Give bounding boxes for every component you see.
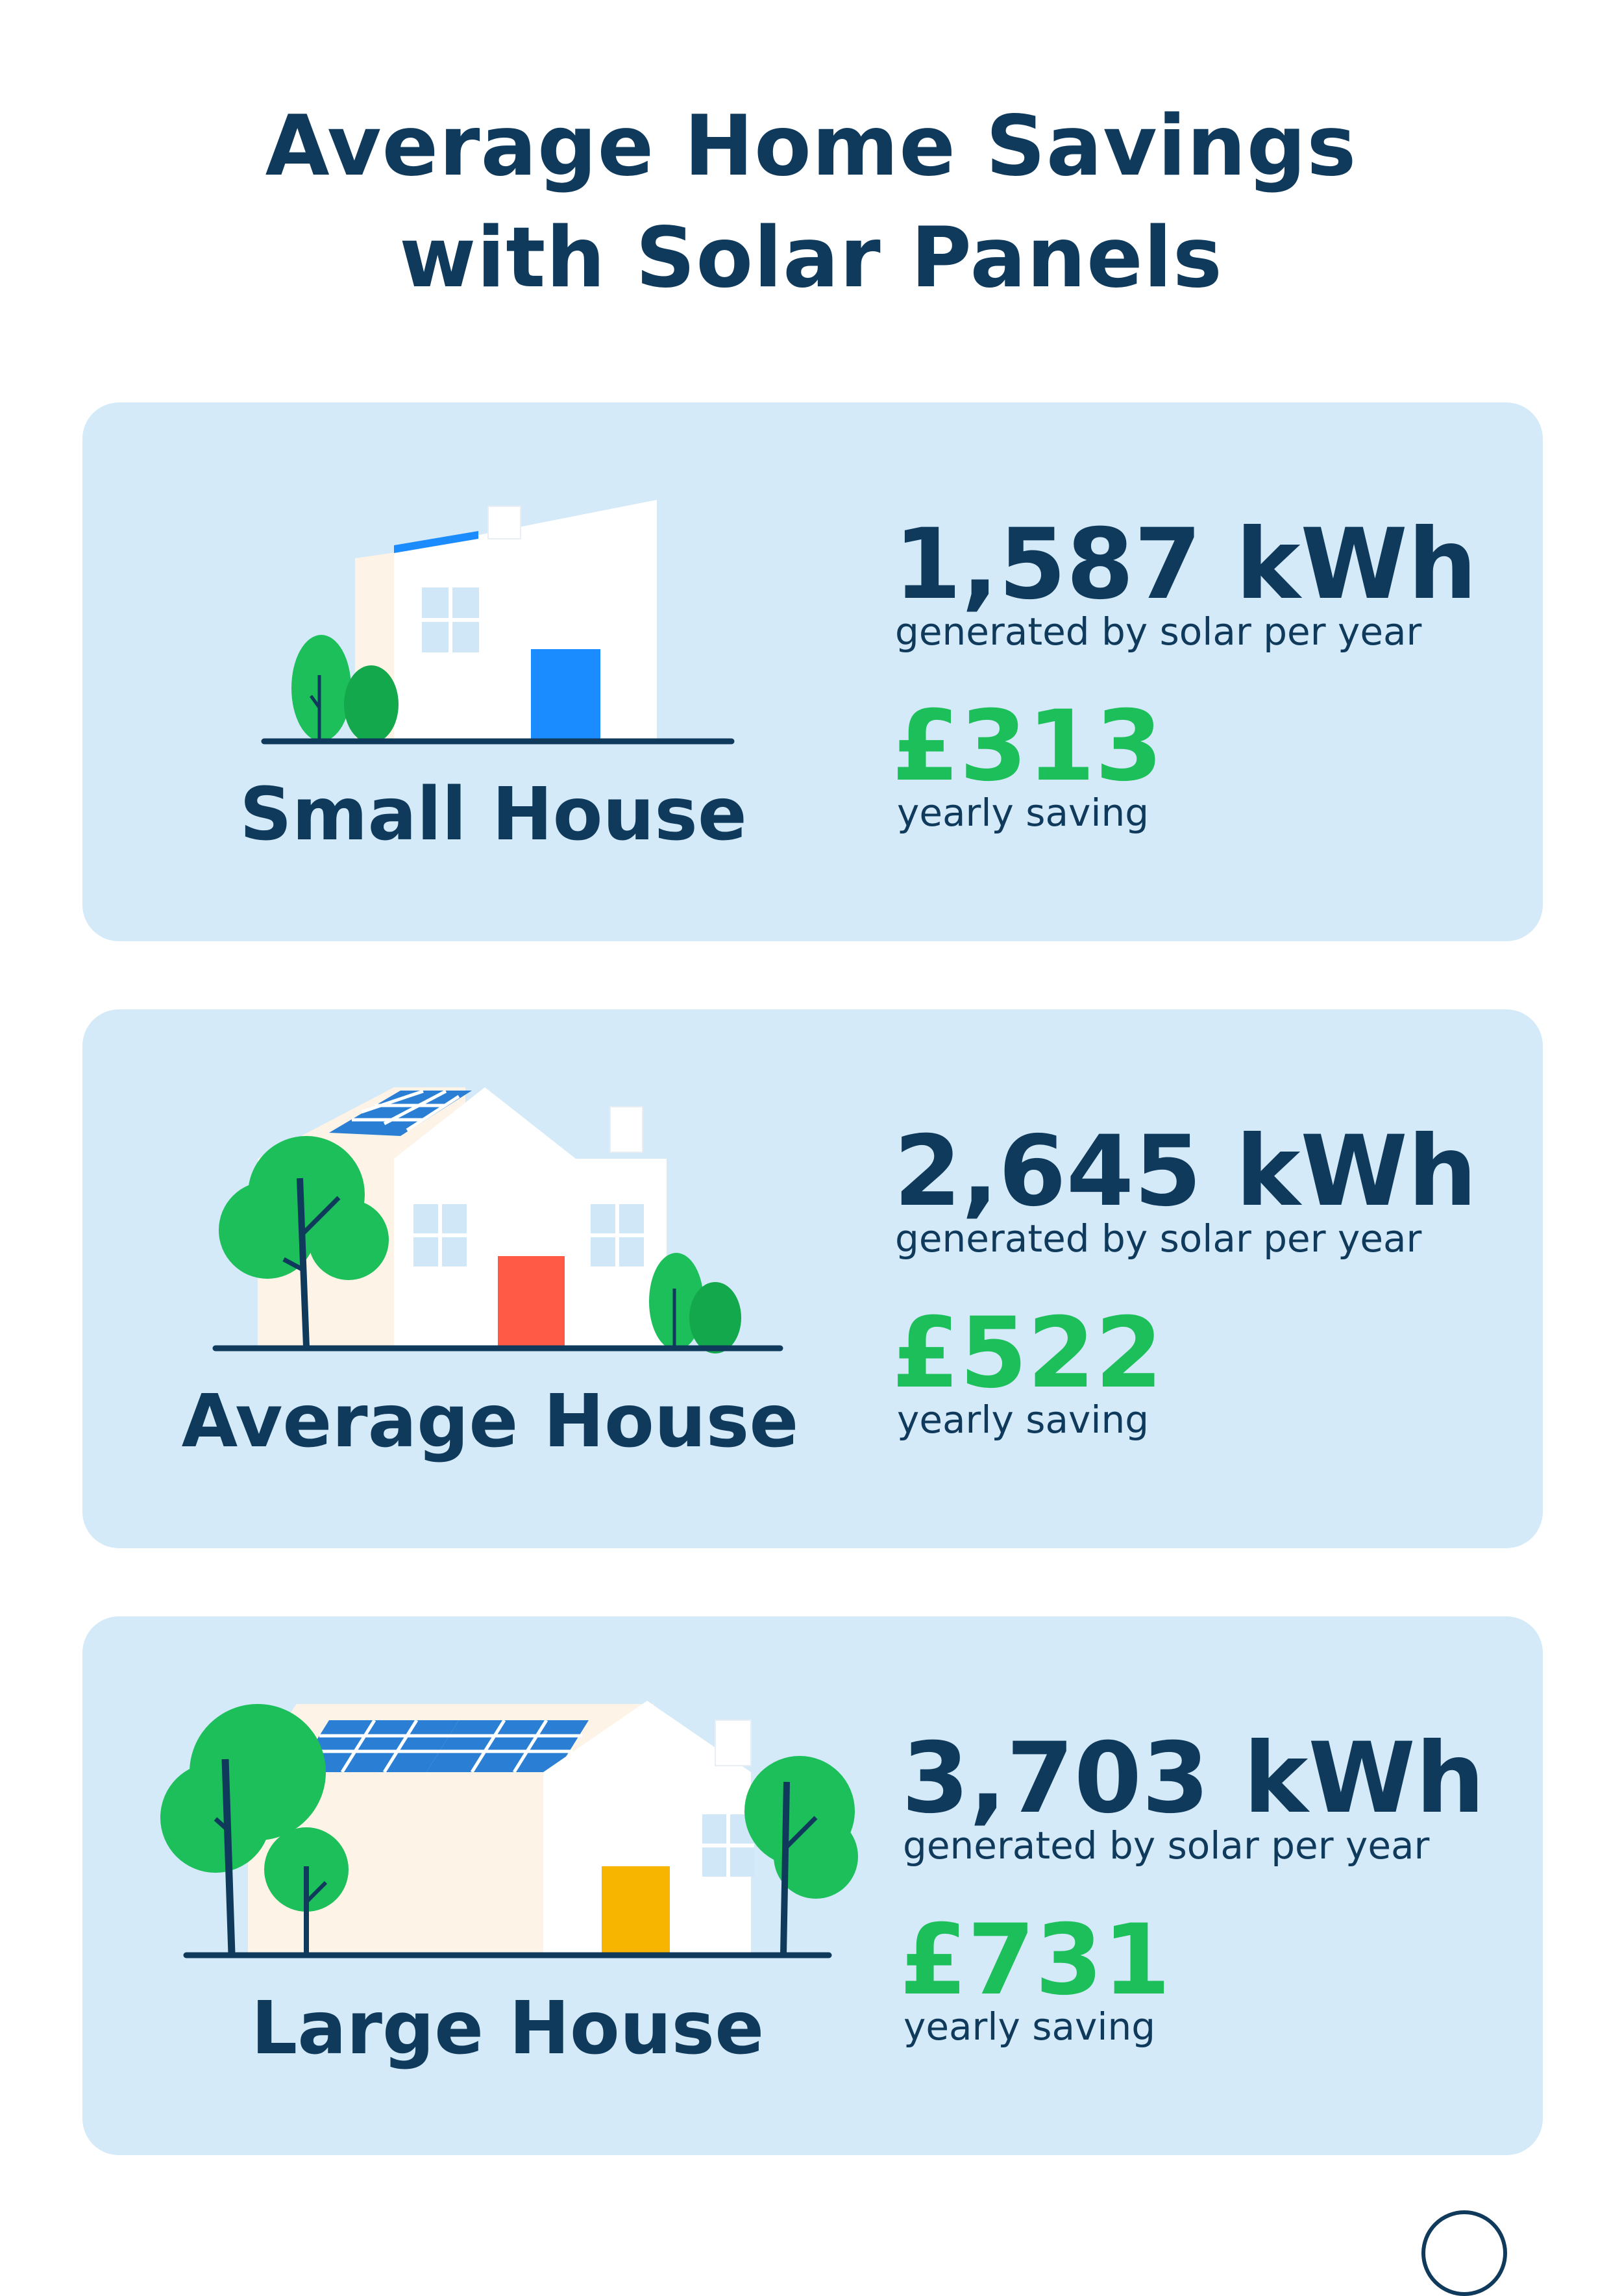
page-title: Average Home Savings with Solar Panels xyxy=(0,91,1622,314)
saving-value: £313 xyxy=(892,690,1163,803)
large-house-icon xyxy=(160,1701,858,1958)
house-label: Average House xyxy=(181,1379,799,1464)
kwh-caption: generated by solar per year xyxy=(903,1823,1430,1868)
card-large-house: Large House 3,703 kWh generated by solar… xyxy=(82,1616,1543,2155)
house-label: Small House xyxy=(240,772,747,857)
title-line-2: with Solar Panels xyxy=(399,210,1223,306)
corner-decoration xyxy=(1421,2210,1507,2296)
house-label: Large House xyxy=(251,1986,765,2071)
saving-caption: yearly saving xyxy=(897,1398,1149,1442)
kwh-caption: generated by solar per year xyxy=(895,1216,1422,1261)
kwh-value: 2,645 kWh xyxy=(894,1115,1477,1228)
small-house-icon xyxy=(261,500,735,745)
title-line-1: Average Home Savings xyxy=(265,98,1357,195)
kwh-value: 3,703 kWh xyxy=(902,1722,1485,1835)
saving-caption: yearly saving xyxy=(897,791,1149,835)
kwh-caption: generated by solar per year xyxy=(895,610,1422,654)
kwh-value: 1,587 kWh xyxy=(894,508,1477,621)
saving-caption: yearly saving xyxy=(903,2005,1156,2049)
card-small-house: Small House 1,587 kWh generated by solar… xyxy=(82,402,1543,941)
card-average-house: Average House 2,645 kWh generated by sol… xyxy=(82,1009,1543,1548)
saving-value: £731 xyxy=(900,1904,1171,2017)
average-house-icon xyxy=(212,1087,783,1353)
saving-value: £522 xyxy=(892,1297,1163,1410)
